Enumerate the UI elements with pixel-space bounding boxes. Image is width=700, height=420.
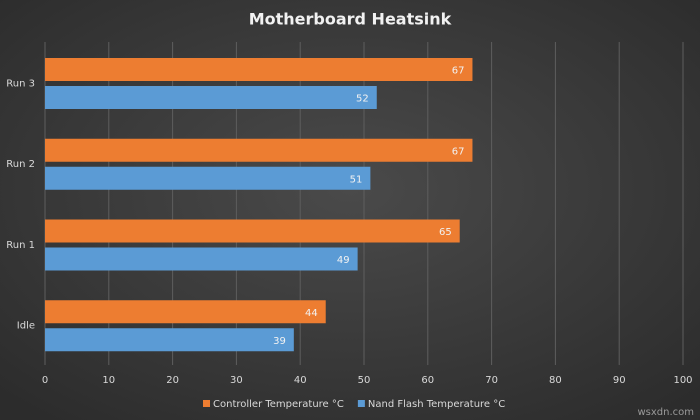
chart-title: Motherboard Heatsink [249, 10, 452, 29]
watermark: wsxdn.com [637, 407, 694, 418]
x-tick-label: 50 [358, 375, 371, 386]
x-tick-label: 80 [549, 375, 562, 386]
data-label: 52 [356, 94, 369, 105]
data-label: 44 [305, 308, 318, 319]
x-tick-label: 20 [166, 375, 179, 386]
y-tick-label: Run 3 [6, 78, 35, 89]
bar [45, 328, 294, 352]
bar [45, 166, 371, 190]
data-label: 39 [273, 336, 286, 347]
x-tick-label: 40 [294, 375, 307, 386]
legend-swatch [357, 400, 365, 407]
data-label: 67 [452, 146, 465, 157]
bar [45, 219, 460, 243]
legend-label: Nand Flash Temperature °C [368, 399, 505, 410]
x-tick-label: 10 [102, 375, 115, 386]
bar [45, 58, 473, 81]
y-tick-label: Run 2 [6, 159, 35, 170]
x-tick-label: 30 [230, 375, 243, 386]
bar [45, 300, 326, 324]
y-tick-label: Run 1 [6, 240, 35, 251]
bar [45, 247, 358, 271]
x-tick-label: 90 [613, 375, 626, 386]
x-tick-label: 60 [421, 375, 434, 386]
data-label: 67 [452, 66, 465, 77]
y-tick-label: Idle [17, 321, 35, 332]
legend-swatch [203, 400, 210, 407]
bar [45, 86, 377, 109]
data-label: 51 [350, 174, 363, 185]
legend-label: Controller Temperature °C [213, 399, 344, 410]
x-tick-label: 70 [485, 375, 498, 386]
bar [45, 138, 473, 162]
x-tick-label: 0 [42, 375, 48, 386]
data-label: 65 [439, 227, 452, 238]
data-label: 49 [337, 255, 350, 266]
x-tick-label: 100 [673, 375, 692, 386]
